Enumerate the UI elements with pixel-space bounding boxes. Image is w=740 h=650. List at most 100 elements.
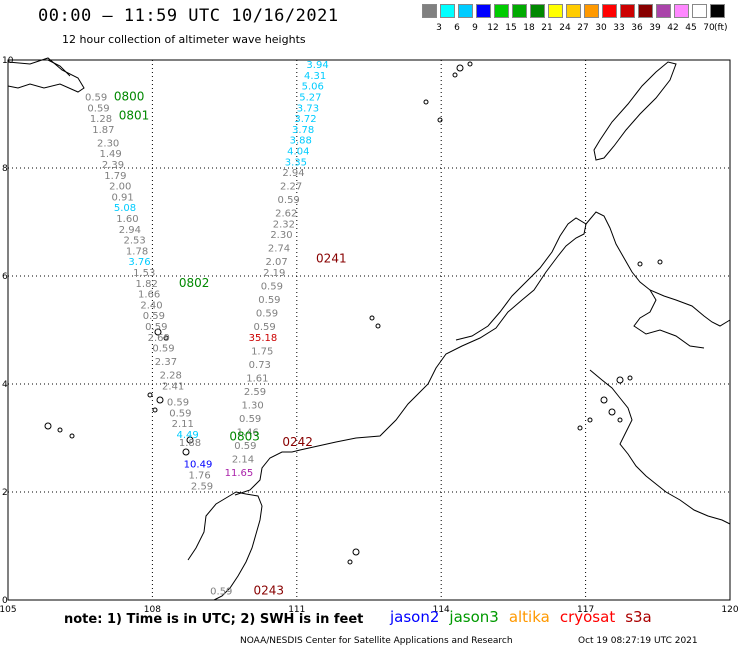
scale-swatch	[584, 4, 599, 18]
lon-tick-label: 117	[577, 605, 594, 615]
wave-height-value: 3.76	[128, 257, 150, 268]
scale-swatch	[602, 4, 617, 18]
scale-swatch	[530, 4, 545, 18]
wave-height-value: 2.53	[124, 236, 146, 247]
wave-height-value: 2.32	[273, 219, 295, 230]
scale-label: 3	[436, 23, 442, 33]
scale-swatch	[458, 4, 473, 18]
wave-height-value: 1.49	[99, 149, 121, 160]
wave-height-value: 2.11	[172, 419, 194, 430]
scale-label: 9	[472, 23, 478, 33]
pass-id-label: 0803	[229, 430, 260, 444]
scale-label: 45	[685, 23, 697, 33]
wave-height-value: 1.30	[241, 400, 263, 411]
scale-label: 15	[505, 23, 517, 33]
wave-height-value: 2.28	[160, 371, 182, 382]
credit-text: NOAA/NESDIS Center for Satellite Applica…	[240, 636, 513, 646]
pass-id-label: 0801	[119, 108, 150, 122]
wave-height-value: 1.78	[126, 246, 148, 257]
lat-tick-label: 4	[2, 380, 8, 390]
scale-swatch	[566, 4, 581, 18]
wave-height-value: 35.18	[249, 333, 278, 344]
scale-swatch	[494, 4, 509, 18]
wave-height-value: 0.59	[210, 587, 232, 598]
wave-height-value: 3.94	[306, 60, 328, 71]
lat-tick-label: 6	[2, 272, 8, 282]
wave-height-value: 2.14	[232, 454, 254, 465]
wave-height-value: 0.59	[239, 414, 261, 425]
scale-label: 21	[541, 23, 553, 33]
page-subtitle: 12 hour collection of altimeter wave hei…	[62, 33, 306, 46]
wave-height-value: 2.41	[162, 381, 184, 392]
wave-height-value: 0.59	[258, 295, 280, 306]
wave-height-value: 1.46	[237, 427, 259, 438]
scale-label: 70	[703, 23, 715, 33]
wave-height-value: 4.04	[287, 147, 309, 158]
pass-id-label: 0802	[179, 276, 210, 290]
wave-height-value: 0.59	[87, 103, 109, 114]
legend-item-jason3: jason3	[449, 608, 499, 626]
wave-height-value: 2.19	[263, 268, 285, 279]
wave-height-value: 0.73	[249, 360, 271, 371]
scale-swatch	[638, 4, 653, 18]
wave-height-value: 1.79	[104, 171, 126, 182]
scale-swatch	[674, 4, 689, 18]
wave-height-value: 2.94	[119, 225, 141, 236]
wave-height-value: 1.75	[251, 346, 273, 357]
coastlines	[7, 57, 731, 601]
wave-height-value: 2.30	[270, 230, 292, 241]
scale-label: 6	[454, 23, 460, 33]
wave-height-values: 0.590.591.281.872.301.492.391.792.000.91…	[85, 60, 329, 598]
page-title: 00:00 – 11:59 UTC 10/16/2021	[38, 6, 339, 26]
wave-height-value: 0.59	[85, 93, 107, 104]
lat-tick-label: 8	[2, 164, 8, 174]
wave-height-value: 0.59	[256, 309, 278, 320]
pass-id-label: 0241	[316, 252, 347, 266]
wave-height-value: 0.91	[111, 192, 133, 203]
wave-height-value: 5.27	[299, 93, 321, 104]
satellite-legend: jason2 jason3 altika cryosat s3a	[390, 608, 662, 626]
scale-label: 30	[595, 23, 607, 33]
scale-label: 36	[631, 23, 643, 33]
scale-label: 42	[667, 23, 679, 33]
wave-height-value: 5.08	[114, 203, 136, 214]
wave-height-value: 2.07	[266, 257, 288, 268]
wave-height-value: 1.28	[90, 114, 112, 125]
wave-height-value: 5.06	[302, 82, 324, 93]
wave-height-value: 0.59	[278, 195, 300, 206]
pass-id-label: 0243	[253, 584, 284, 598]
scale-swatch	[422, 4, 437, 18]
wave-height-value: 0.59	[145, 322, 167, 333]
wave-height-value: 1.61	[246, 373, 268, 384]
legend-item-jason2: jason2	[390, 608, 440, 626]
wave-height-value: 3.35	[285, 157, 307, 168]
wave-height-value: 0.59	[167, 398, 189, 409]
generated-timestamp: Oct 19 08:27:19 UTC 2021	[578, 636, 698, 646]
wave-height-value: 2.30	[97, 138, 119, 149]
scale-swatch	[692, 4, 707, 18]
wave-height-value: 2.94	[282, 168, 304, 179]
wave-height-value: 1.76	[189, 471, 211, 482]
wave-height-value: 10.49	[184, 460, 213, 471]
lon-tick-label: 114	[433, 605, 450, 615]
wave-height-value: 3.88	[290, 136, 312, 147]
scale-unit-label: (ft)	[714, 23, 728, 33]
scale-swatch	[620, 4, 635, 18]
pass-labels: 0800 0801 0802 0803 0241 0242 0243	[114, 90, 347, 598]
wave-height-value: 3.78	[292, 125, 314, 136]
lat-tick-label: 0	[2, 596, 8, 606]
map-grid	[7, 59, 731, 601]
legend-item-altika: altika	[508, 608, 550, 626]
scale-swatch	[710, 4, 725, 18]
scale-swatch	[548, 4, 563, 18]
lon-tick-label: 105	[0, 605, 17, 615]
scale-swatch	[440, 4, 455, 18]
wave-height-value: 0.59	[143, 311, 165, 322]
wave-height-value: 2.62	[275, 209, 297, 220]
wave-height-value: 2.37	[155, 357, 177, 368]
wave-height-value: 1.53	[133, 268, 155, 279]
wave-height-value: 2.74	[268, 244, 290, 255]
wave-height-value: 11.65	[225, 468, 254, 479]
wave-height-value: 0.59	[169, 408, 191, 419]
wave-height-value: 2.40	[140, 300, 162, 311]
